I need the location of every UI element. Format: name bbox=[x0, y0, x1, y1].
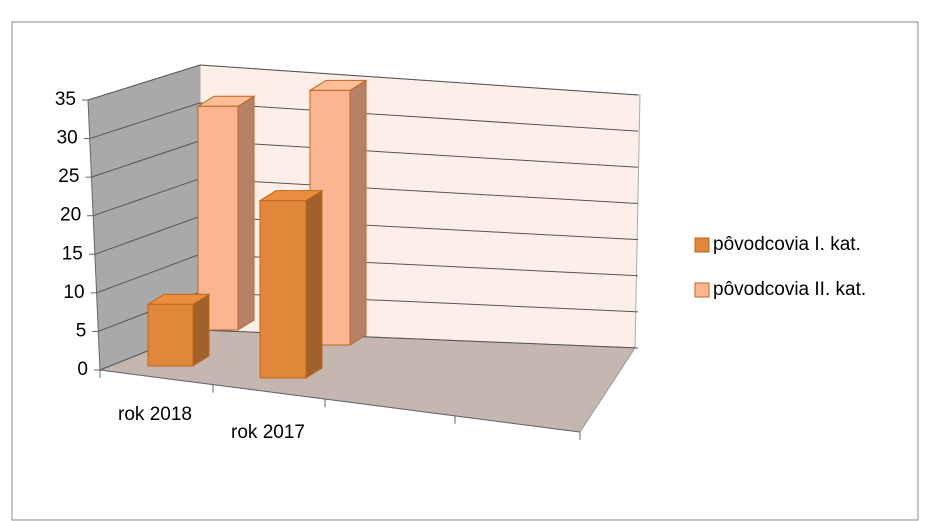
legend-label: pôvodcovia II. kat. bbox=[713, 279, 866, 300]
y-tick-label: 35 bbox=[55, 89, 76, 110]
legend-label: pôvodcovia I. kat. bbox=[713, 234, 861, 255]
y-tick-label: 25 bbox=[58, 166, 79, 187]
y-tick-label: 20 bbox=[60, 205, 81, 226]
bar-side bbox=[349, 79, 367, 346]
legend-swatch bbox=[694, 282, 710, 298]
bar-side bbox=[192, 293, 210, 367]
grid-line bbox=[87, 64, 639, 101]
bar-side bbox=[237, 95, 255, 331]
y-tick-label: 30 bbox=[57, 128, 78, 149]
x-tick-label: rok 2017 bbox=[231, 422, 305, 443]
y-tick-label: 10 bbox=[63, 282, 84, 303]
grid-line bbox=[89, 102, 639, 140]
legend-swatch bbox=[694, 237, 710, 253]
bar bbox=[259, 200, 307, 379]
side-wall bbox=[88, 65, 200, 370]
bar bbox=[197, 105, 239, 331]
y-tick-label: 15 bbox=[62, 243, 83, 264]
y-tick-label: 0 bbox=[77, 359, 88, 380]
y-tick-label: 5 bbox=[76, 320, 87, 341]
bar-side bbox=[305, 189, 323, 379]
bar bbox=[147, 303, 194, 367]
y-axis bbox=[87, 99, 101, 371]
x-axis bbox=[99, 369, 581, 433]
x-tick-label: rok 2018 bbox=[118, 404, 192, 425]
